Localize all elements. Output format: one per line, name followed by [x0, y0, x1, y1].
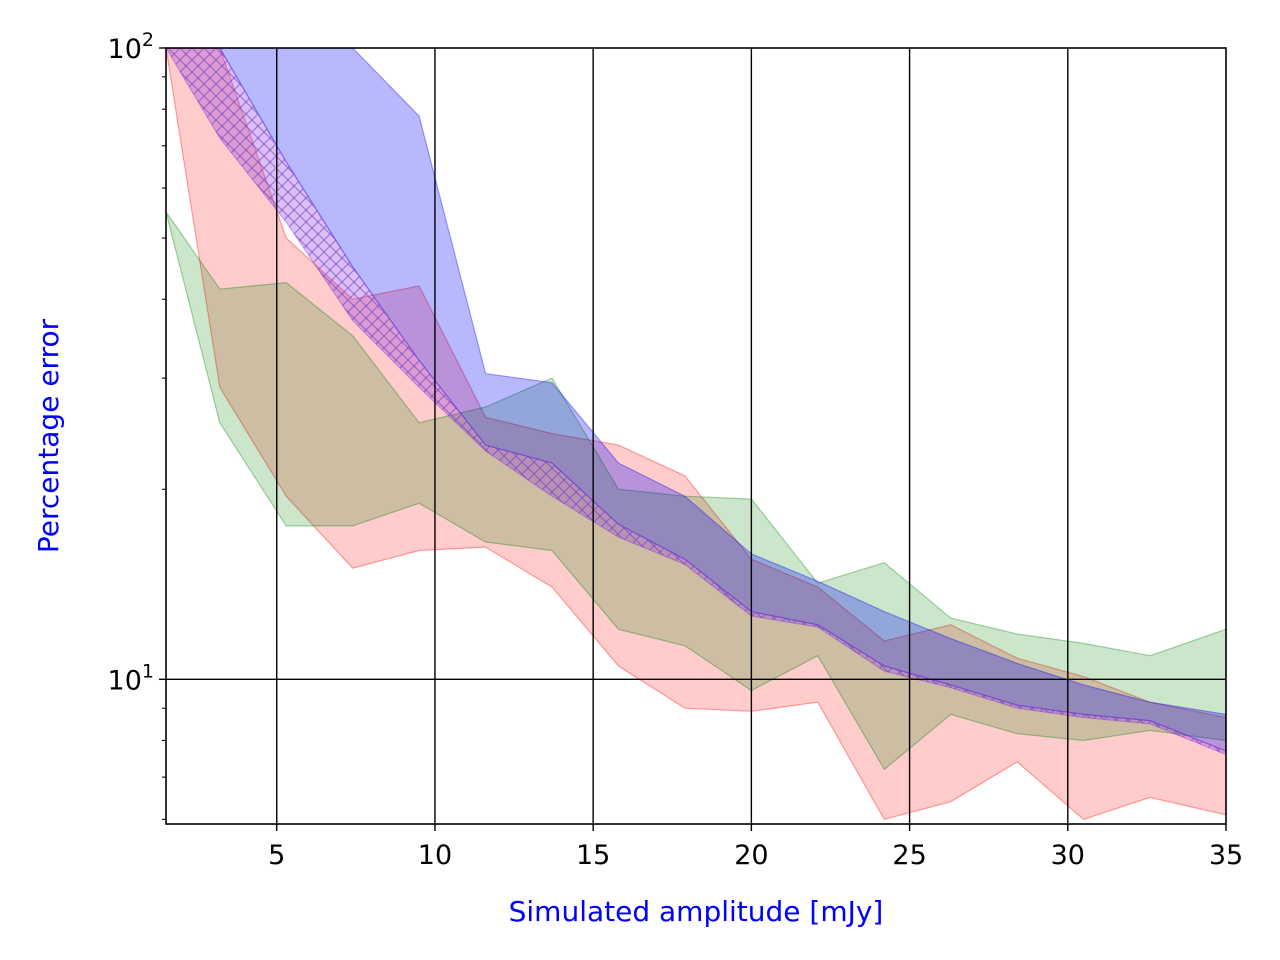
data-bands — [166, 48, 1226, 821]
x-tick-label: 35 — [1209, 840, 1243, 871]
x-tick-label: 30 — [1051, 840, 1085, 871]
band-green-band — [166, 211, 1226, 771]
x-tick-label: 25 — [892, 840, 926, 871]
x-axis-label: Simulated amplitude [mJy] — [509, 895, 884, 928]
y-axis-label: Percentage error — [32, 318, 65, 553]
band-red-band — [166, 48, 1226, 821]
axis-ticks: 5 10 15 20 25 30 35 101 102 — [108, 29, 1244, 871]
x-tick-label: 20 — [734, 840, 768, 871]
x-tick-label: 15 — [576, 840, 610, 871]
plot-frame — [165, 47, 1227, 825]
grid-lines — [166, 48, 1226, 824]
x-tick-label: 5 — [268, 840, 285, 871]
y-tick-label: 101 — [108, 660, 154, 696]
x-tick-label: 10 — [418, 840, 452, 871]
y-tick-label: 102 — [108, 29, 154, 65]
